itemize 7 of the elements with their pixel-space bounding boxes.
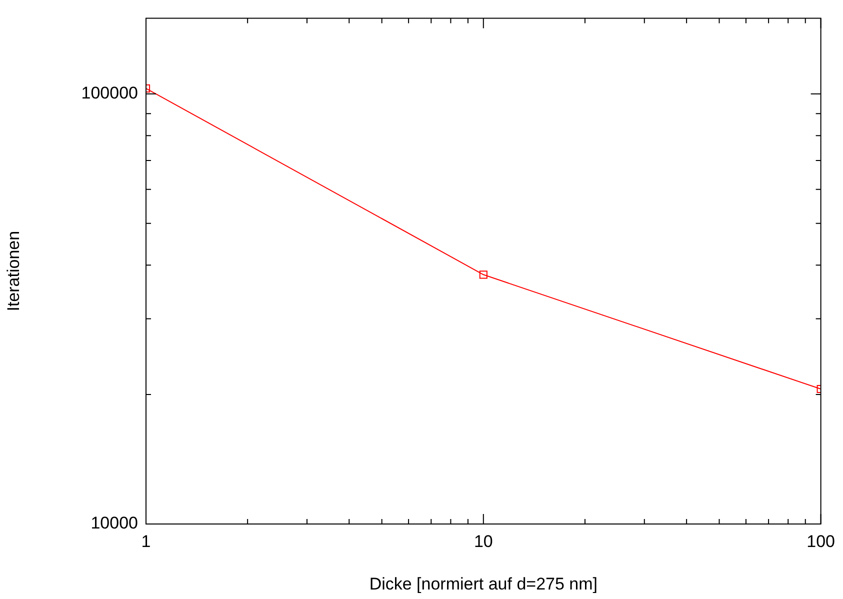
x-axis-title: Dicke [normiert auf d=275 nm] <box>369 574 598 594</box>
y-tick-label: 10000 <box>90 514 138 533</box>
y-tick-label: 100000 <box>81 84 138 103</box>
x-tick-label: 1 <box>141 532 151 551</box>
x-tick-label: 10 <box>474 532 493 551</box>
x-tick-label: 100 <box>806 532 836 551</box>
y-axis-title: Iterationen <box>4 230 23 312</box>
